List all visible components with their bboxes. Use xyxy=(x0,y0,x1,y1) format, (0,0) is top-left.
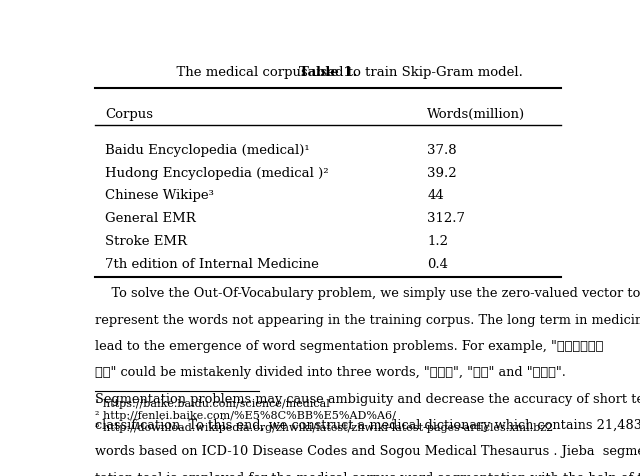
Text: tation tool is employed for the medical corpus word segmentation with the help o: tation tool is employed for the medical … xyxy=(95,472,640,476)
Text: Corpus: Corpus xyxy=(105,108,153,120)
Text: lead to the emergence of word segmentation problems. For example, "器质性脑病综: lead to the emergence of word segmentati… xyxy=(95,340,604,353)
Text: 312.7: 312.7 xyxy=(428,212,465,225)
Text: 39.2: 39.2 xyxy=(428,167,457,179)
Text: Segmentation problems may cause ambiguity and decrease the accuracy of short tex: Segmentation problems may cause ambiguit… xyxy=(95,393,640,406)
Text: Baidu Encyclopedia (medical)¹: Baidu Encyclopedia (medical)¹ xyxy=(105,144,309,157)
Text: Stroke EMR: Stroke EMR xyxy=(105,235,187,248)
Text: Chinese Wikipe³: Chinese Wikipe³ xyxy=(105,189,214,202)
Text: 合症" could be mistakenly divided into three words, "器质性", "脑病" and "综合症".: 合症" could be mistakenly divided into thr… xyxy=(95,367,566,379)
Text: 7th edition of Internal Medicine: 7th edition of Internal Medicine xyxy=(105,258,319,270)
Text: ¹ https://baike.baidu.com/science/medical: ¹ https://baike.baidu.com/science/medica… xyxy=(95,399,330,409)
Text: 1.2: 1.2 xyxy=(428,235,448,248)
Text: words based on ICD-10 Disease Codes and Sogou Medical Thesaurus . Jieba  segmen-: words based on ICD-10 Disease Codes and … xyxy=(95,446,640,458)
Text: 44: 44 xyxy=(428,189,444,202)
Text: General EMR: General EMR xyxy=(105,212,196,225)
Text: Words(million): Words(million) xyxy=(428,108,525,120)
Text: 37.8: 37.8 xyxy=(428,144,457,157)
Text: Hudong Encyclopedia (medical )²: Hudong Encyclopedia (medical )² xyxy=(105,167,328,179)
Text: ³ http://download.wikipedia.org/zhwiki/latest/zhwiki-latest-pages-articles.xml.b: ³ http://download.wikipedia.org/zhwiki/l… xyxy=(95,423,553,433)
Text: To solve the Out-Of-Vocabulary problem, we simply use the zero-valued vector to: To solve the Out-Of-Vocabulary problem, … xyxy=(95,287,640,300)
Text: ² http://fenlei.baike.com/%E5%8C%BB%E5%AD%A6/: ² http://fenlei.baike.com/%E5%8C%BB%E5%A… xyxy=(95,411,396,421)
Text: The medical corpus used to train Skip-Gram model.: The medical corpus used to train Skip-Gr… xyxy=(134,66,522,79)
Text: classification. To this end, we construct a medical dictionary which contains 21: classification. To this end, we construc… xyxy=(95,419,640,432)
Text: represent the words not appearing in the training corpus. The long term in medic: represent the words not appearing in the… xyxy=(95,314,640,327)
Text: Table 1.: Table 1. xyxy=(299,66,357,79)
Text: 0.4: 0.4 xyxy=(428,258,448,270)
